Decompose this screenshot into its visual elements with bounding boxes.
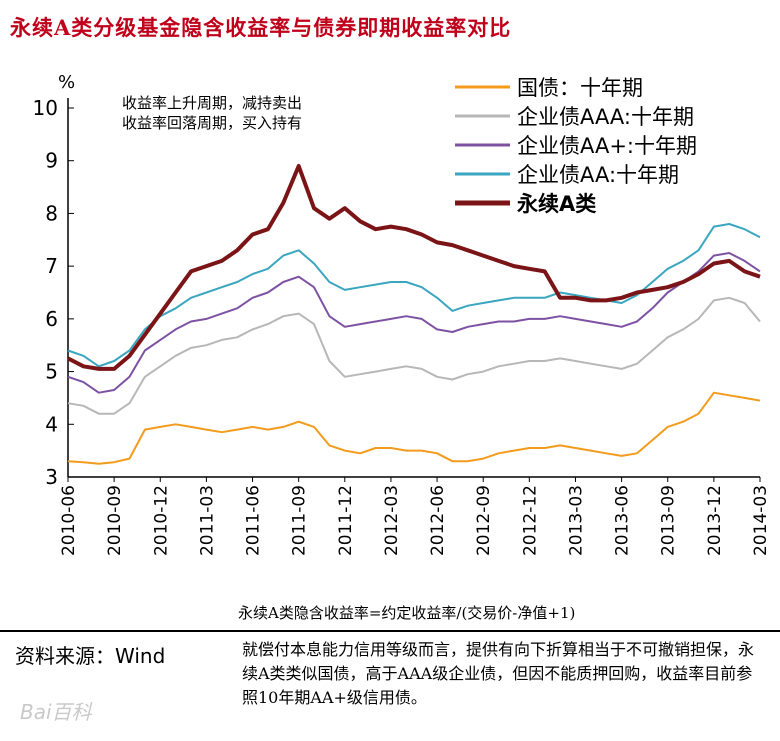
x-tick-label: 2010-09 [105,485,125,556]
x-tick-label: 2011-12 [336,485,356,556]
y-axis-unit: % [58,72,75,93]
series-line [67,223,761,368]
series-line [67,391,761,465]
x-tick-label: 2010-06 [59,485,79,556]
x-tick-label: 2011-09 [290,485,310,556]
x-tick-label: 2012-09 [474,485,494,556]
legend-label: 企业债AA:十年期 [517,163,679,187]
x-tick-label: 2014-03 [751,485,771,556]
x-tick-label: 2012-06 [428,485,448,556]
line-chart: 3 4 5 6 7 8 9 10 2010-06 2010-09 2010-12 2011-03 201… [33,72,771,622]
legend-label: 永续A类 [516,192,597,216]
formula-text: 永续A类隐含收益率=约定收益率/(交易价-净值+1) [238,604,575,622]
x-tick-label: 2013-03 [566,485,586,556]
y-tick-label: 6 [45,307,58,331]
x-tick-label: 2012-03 [382,485,402,556]
series-layer [67,164,761,465]
x-tick-label: 2012-12 [520,485,540,556]
watermark-logo: Bai百科 [20,700,92,724]
y-tick-label: 4 [45,412,58,436]
x-tick-label: 2013-09 [659,485,679,556]
series-line [67,296,761,415]
y-tick-label: 3 [45,465,58,489]
x-tick-label: 2013-12 [705,485,725,556]
series-line [67,252,761,394]
y-tick-label: 9 [45,149,58,173]
x-tick-label: 2011-03 [197,485,217,556]
axes: 3 4 5 6 7 8 9 10 2010-06 2010-09 2010-12 2011-03 201… [33,96,771,556]
note-text: 就偿付本息能力信用等级而言，提供有向下折算相当于不可撤销担保，永续A类类似国债，… [242,640,755,707]
source-text: 资料来源：Wind [15,644,166,668]
x-tick-label: 2010-12 [151,485,171,556]
legend-label: 企业债AA+:十年期 [517,134,697,158]
x-tick-label: 2013-06 [613,485,633,556]
annotation-line-2: 收益率回落周期，买入持有 [122,114,302,132]
annotation-line-1: 收益率上升周期，减持卖出 [122,94,302,112]
y-tick-label: 5 [45,360,58,384]
divider-line [0,630,780,632]
x-tick-label: 2011-06 [244,485,264,556]
legend-label: 国债：十年期 [517,76,643,100]
chart-title: 永续A类分级基金隐含收益率与债券即期收益率对比 [10,15,512,40]
legend-label: 企业债AAA:十年期 [517,105,694,129]
y-tick-label: 8 [45,201,58,225]
y-tick-label: 10 [33,96,58,120]
y-tick-label: 7 [45,254,58,278]
series-line [67,164,761,371]
